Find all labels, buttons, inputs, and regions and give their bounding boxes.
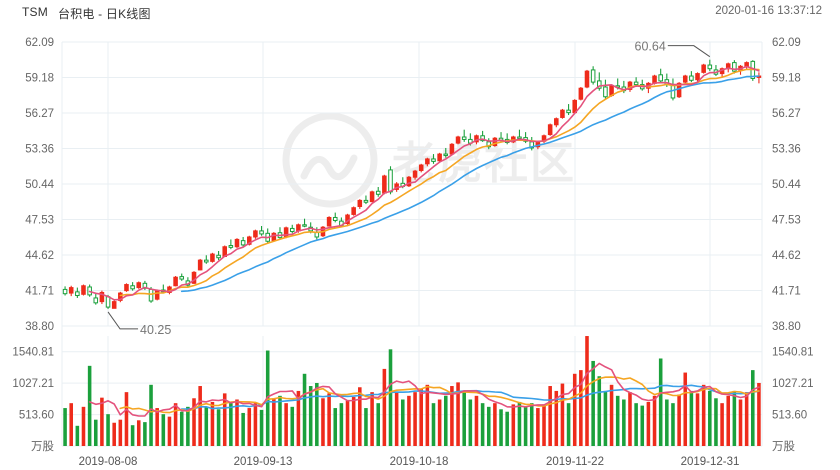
svg-text:40.25: 40.25 xyxy=(140,323,171,337)
svg-text:56.27: 56.27 xyxy=(25,108,54,120)
svg-text:2019-08-08: 2019-08-08 xyxy=(79,456,138,468)
svg-text:38.80: 38.80 xyxy=(25,321,54,333)
svg-text:513.60: 513.60 xyxy=(19,410,54,422)
svg-text:60.64: 60.64 xyxy=(635,40,666,54)
svg-text:47.53: 47.53 xyxy=(772,215,801,227)
chart-header: TSM 台积电 - 日K线图 2020-01-16 13:37:12 xyxy=(0,0,840,26)
svg-text:1027.21: 1027.21 xyxy=(772,378,814,390)
price-moving-averages xyxy=(88,65,760,301)
svg-text:44.62: 44.62 xyxy=(772,250,801,262)
svg-text:2019-11-22: 2019-11-22 xyxy=(546,456,604,468)
svg-text:62.09: 62.09 xyxy=(25,37,54,49)
symbol-label: TSM xyxy=(22,5,48,19)
svg-text:万股: 万股 xyxy=(772,440,795,453)
watermark: 老虎社区 xyxy=(282,112,576,208)
volume-moving-averages xyxy=(88,362,760,417)
svg-text:万股: 万股 xyxy=(31,440,54,453)
svg-text:62.09: 62.09 xyxy=(772,37,801,49)
svg-text:1540.81: 1540.81 xyxy=(772,347,814,359)
volume-series xyxy=(63,336,761,446)
price-annotations: 40.25 60.64 xyxy=(107,40,711,337)
svg-text:41.71: 41.71 xyxy=(772,286,801,298)
svg-text:53.36: 53.36 xyxy=(25,143,54,155)
svg-text:513.60: 513.60 xyxy=(772,410,807,422)
svg-text:59.18: 59.18 xyxy=(772,72,801,84)
svg-text:50.44: 50.44 xyxy=(772,179,801,191)
svg-text:2019-12-31: 2019-12-31 xyxy=(681,456,740,468)
axis-labels: 62.09 62.09 59.18 59.18 56.27 56.27 53.36 53.36… xyxy=(12,37,813,468)
svg-text:59.18: 59.18 xyxy=(25,72,54,84)
timestamp-label: 2020-01-16 13:37:12 xyxy=(715,5,822,17)
svg-text:41.71: 41.71 xyxy=(25,286,54,298)
svg-text:47.53: 47.53 xyxy=(25,215,54,227)
svg-text:50.44: 50.44 xyxy=(25,179,54,191)
svg-text:2019-09-13: 2019-09-13 xyxy=(234,456,293,468)
svg-text:1540.81: 1540.81 xyxy=(12,347,54,359)
svg-text:2019-10-18: 2019-10-18 xyxy=(390,456,449,468)
svg-text:38.80: 38.80 xyxy=(772,321,801,333)
grid-lines xyxy=(61,41,763,447)
svg-text:56.27: 56.27 xyxy=(772,108,801,120)
svg-text:1027.21: 1027.21 xyxy=(12,378,54,390)
svg-text:老虎社区: 老虎社区 xyxy=(392,138,576,189)
instrument-name-label: 台积电 - 日K线图 xyxy=(58,7,151,21)
svg-text:44.62: 44.62 xyxy=(25,250,54,262)
svg-text:53.36: 53.36 xyxy=(772,143,801,155)
